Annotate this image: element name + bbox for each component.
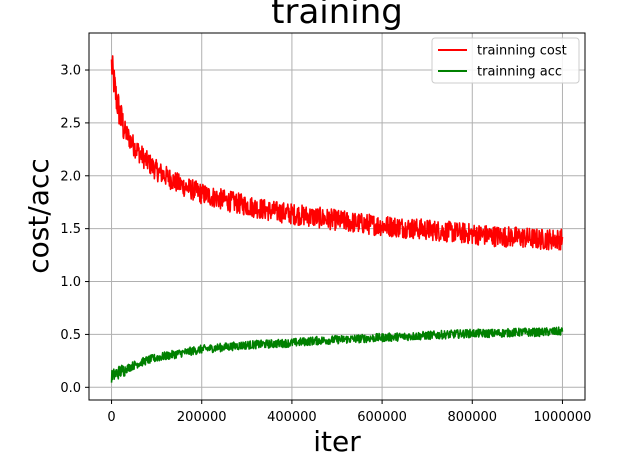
y-axis-label: cost/acc (22, 158, 55, 273)
series-line-cost (110, 55, 564, 251)
grid-layer (89, 33, 585, 400)
x-tick-label: 600000 (357, 410, 407, 425)
y-tick-label: 0.5 (60, 328, 81, 343)
legend-box (431, 37, 580, 84)
x-tick-label: 400000 (267, 410, 317, 425)
chart-title: training (271, 0, 403, 32)
legend-entry-label: trainning acc (477, 65, 562, 80)
legend: trainning cost trainning acc (431, 37, 580, 84)
legend-entry-label: trainning cost (477, 44, 567, 59)
plot-frame (88, 32, 586, 401)
y-tick-label: 1.5 (60, 222, 81, 237)
y-tick-label: 3.0 (60, 64, 81, 79)
series-line-acc (110, 326, 564, 383)
x-tick-label: 800000 (447, 410, 497, 425)
x-tick-label: 1000000 (534, 410, 592, 425)
y-tick-label: 0.0 (60, 381, 81, 396)
series-layer (110, 55, 564, 383)
x-axis-label: iter (313, 425, 361, 458)
y-tick-label: 2.0 (60, 169, 81, 184)
y-tick-label: 1.0 (60, 275, 81, 290)
y-tick-label: 2.5 (60, 116, 81, 131)
x-tick-label: 200000 (177, 410, 227, 425)
tick-layer: 0 200000 400000 600000 800000 1000000 0.0 0.5 1.… (60, 64, 591, 425)
x-tick-label: 0 (107, 410, 115, 425)
